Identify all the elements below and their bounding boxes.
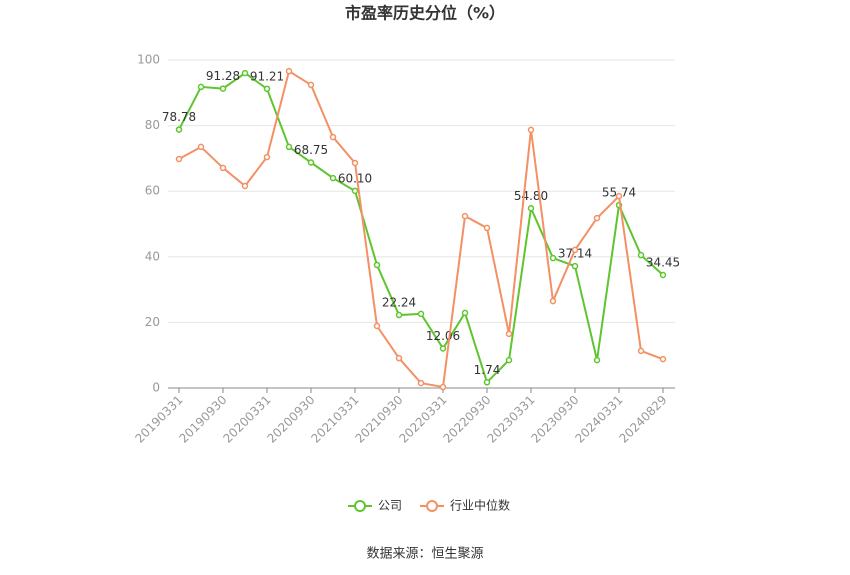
data-point — [241, 182, 249, 190]
data-point — [505, 330, 513, 338]
data-point — [439, 345, 447, 352]
data-point — [571, 262, 579, 270]
data-point — [593, 214, 601, 222]
data-point — [263, 85, 271, 93]
data-label: 1.74 — [474, 363, 501, 377]
legend-label: 公司 — [378, 499, 402, 513]
data-point — [417, 310, 425, 318]
data-point — [461, 309, 469, 317]
data-point — [593, 356, 601, 364]
legend-marker — [354, 500, 366, 512]
data-label: 34.45 — [646, 256, 680, 270]
data-label: 60.10 — [338, 171, 372, 185]
data-label: 91.21 — [250, 69, 284, 83]
y-tick-label: 40 — [145, 249, 160, 263]
data-point — [197, 83, 205, 91]
series-line — [178, 69, 664, 389]
data-point — [329, 133, 337, 141]
data-point — [549, 297, 557, 305]
data-point — [395, 311, 403, 319]
data-point — [549, 254, 557, 262]
data-point — [571, 246, 579, 254]
data-point — [263, 153, 271, 161]
data-point — [659, 355, 667, 363]
data-point — [219, 85, 227, 92]
data-point — [285, 67, 293, 75]
data-point — [461, 212, 469, 220]
data-point — [351, 187, 359, 195]
chart-title: 市盈率历史分位（%） — [345, 4, 505, 23]
data-point — [505, 356, 513, 364]
data-point — [637, 251, 645, 259]
data-point — [395, 354, 403, 362]
data-label: 12.06 — [426, 329, 460, 343]
data-point — [417, 379, 425, 387]
data-point — [351, 159, 359, 167]
data-point — [373, 322, 381, 330]
data-point — [483, 224, 491, 232]
data-point — [241, 69, 249, 77]
data-point — [307, 81, 315, 89]
data-point — [483, 379, 491, 386]
data-point — [439, 383, 447, 391]
y-tick-label: 20 — [145, 315, 160, 329]
data-point — [219, 164, 227, 172]
legend-label: 行业中位数 — [450, 498, 510, 513]
data-label: 68.75 — [294, 143, 328, 157]
data-point — [307, 159, 315, 166]
data-point — [615, 192, 623, 200]
data-label: 22.24 — [382, 296, 416, 310]
data-point — [175, 126, 183, 133]
data-point — [175, 155, 183, 163]
data-point — [329, 174, 337, 182]
source: 数据来源：恒生聚源 — [366, 547, 483, 562]
data-label: 78.78 — [162, 110, 196, 124]
y-tick-label: 100 — [137, 53, 160, 67]
data-point — [373, 261, 381, 269]
y-tick-label: 80 — [145, 118, 160, 132]
data-point — [527, 126, 535, 134]
x-tick-label: 20240829 — [617, 393, 670, 446]
legend-marker — [426, 500, 439, 512]
data-label: 37.14 — [558, 247, 592, 261]
data-point — [197, 143, 205, 151]
data-point — [659, 271, 667, 279]
data-label: 55.74 — [602, 186, 636, 200]
data-point — [637, 347, 645, 355]
data-label: 91.28 — [206, 69, 240, 83]
y-tick-label: 60 — [145, 184, 160, 198]
data-label: 54.80 — [514, 189, 548, 203]
data-point — [285, 143, 293, 151]
y-tick-label: 0 — [152, 381, 160, 395]
data-point — [527, 205, 535, 212]
